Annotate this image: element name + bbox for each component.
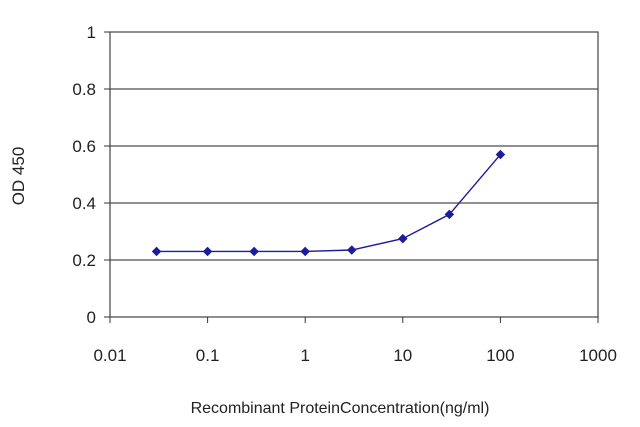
y-axis-label: OD 450 [9,147,28,206]
x-tick-label: 0.1 [196,346,220,365]
x-tick-label: 0.01 [93,346,126,365]
x-axis-label: Recombinant ProteinConcentration(ng/ml) [191,400,490,417]
data-point-marker [397,233,408,244]
x-tick-label: 1 [300,346,309,365]
x-tick-label: 10 [393,346,412,365]
y-tick-label: 1 [87,23,96,42]
data-point-marker [495,149,506,160]
x-tick-label: 100 [486,346,514,365]
y-tick-label: 0.8 [72,80,96,99]
y-tick-label: 0.2 [72,251,96,270]
gridlines [110,88,598,261]
x-axis-ticks: 0.01 0.1 1 10 100 1000 [93,317,617,365]
data-point-marker [249,246,260,257]
data-point-marker [300,246,311,257]
y-tick-label: 0.4 [72,194,96,213]
y-tick-label: 0.6 [72,137,96,156]
data-point-marker [151,246,162,257]
series-group [151,149,506,257]
plot-area [109,31,599,318]
x-tick-label: 1000 [579,346,617,365]
data-point-marker [444,209,455,220]
y-axis-ticks: 0 0.2 0.4 0.6 0.8 1 [72,23,110,327]
series-line [156,154,501,253]
y-tick-label: 0 [87,308,96,327]
data-point-marker [346,245,357,255]
data-point-marker [202,246,213,257]
